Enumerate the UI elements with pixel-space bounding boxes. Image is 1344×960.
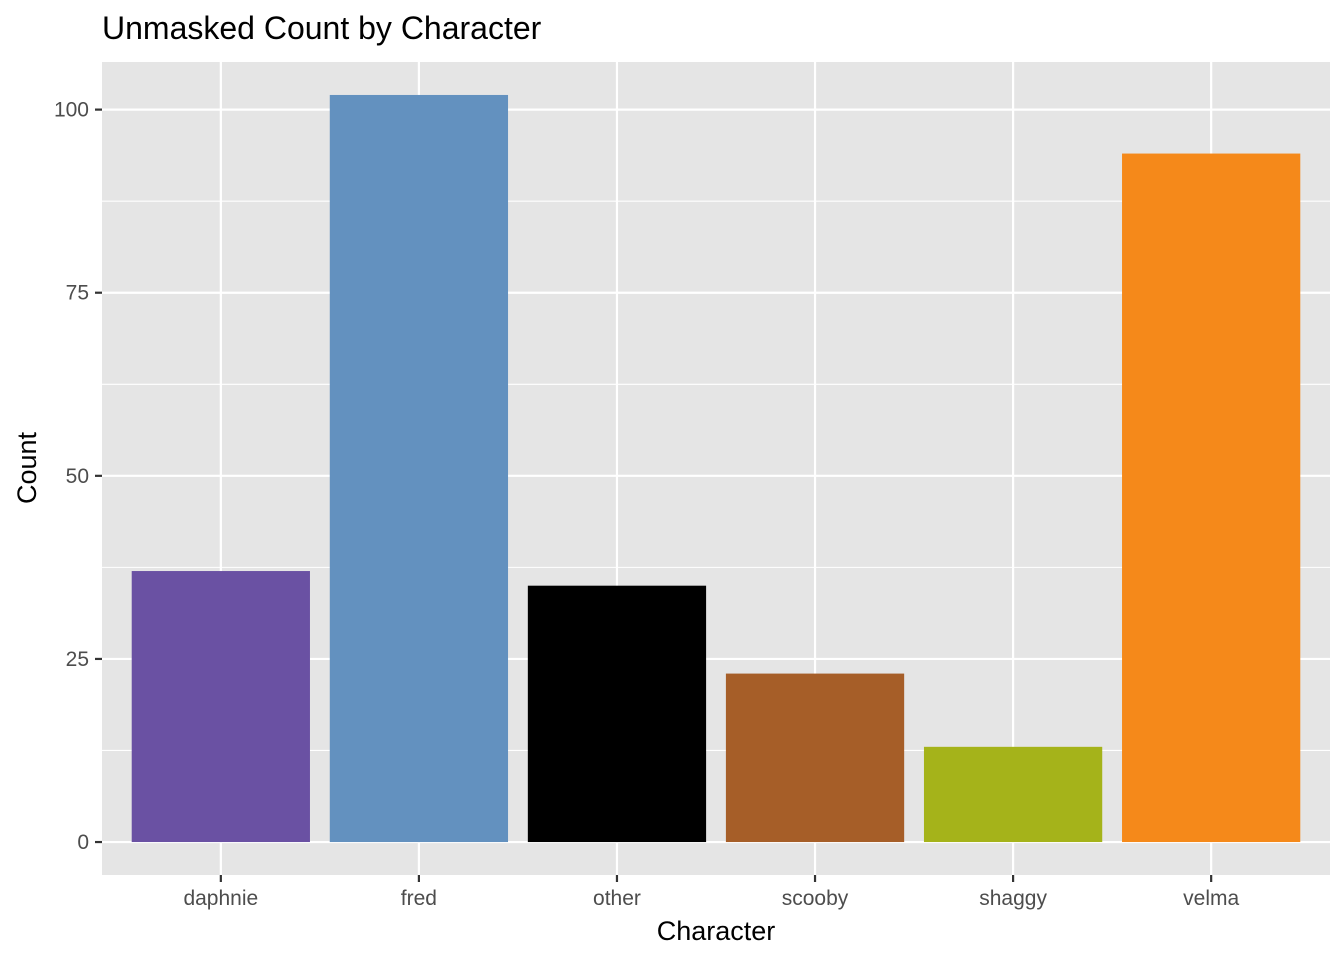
- x-tick-label: fred: [401, 887, 437, 910]
- y-axis-title: Count: [12, 431, 42, 504]
- chart-title: Unmasked Count by Character: [102, 10, 542, 46]
- x-tick-label: shaggy: [979, 887, 1047, 910]
- y-tick-label: 100: [54, 99, 89, 122]
- bar-shaggy: [923, 746, 1103, 843]
- y-tick-label: 75: [66, 282, 89, 305]
- x-tick-label: velma: [1183, 887, 1239, 910]
- bar-scooby: [725, 673, 905, 843]
- y-tick-label: 0: [77, 831, 89, 854]
- x-tick-label: daphnie: [183, 887, 258, 910]
- bar-velma: [1122, 153, 1301, 843]
- bars: [131, 94, 1301, 843]
- x-axis-title: Character: [657, 916, 776, 946]
- bar-daphnie: [131, 571, 310, 843]
- x-tick-label: scooby: [782, 887, 849, 910]
- y-tick-label: 25: [66, 648, 89, 671]
- bar-fred: [329, 94, 509, 843]
- y-axis: 0 25 50 75 100: [54, 99, 102, 854]
- bar-other: [527, 585, 707, 843]
- x-axis: daphnie fred other scooby shaggy velma: [183, 875, 1239, 910]
- x-tick-label: other: [593, 887, 641, 910]
- y-tick-label: 50: [66, 465, 89, 488]
